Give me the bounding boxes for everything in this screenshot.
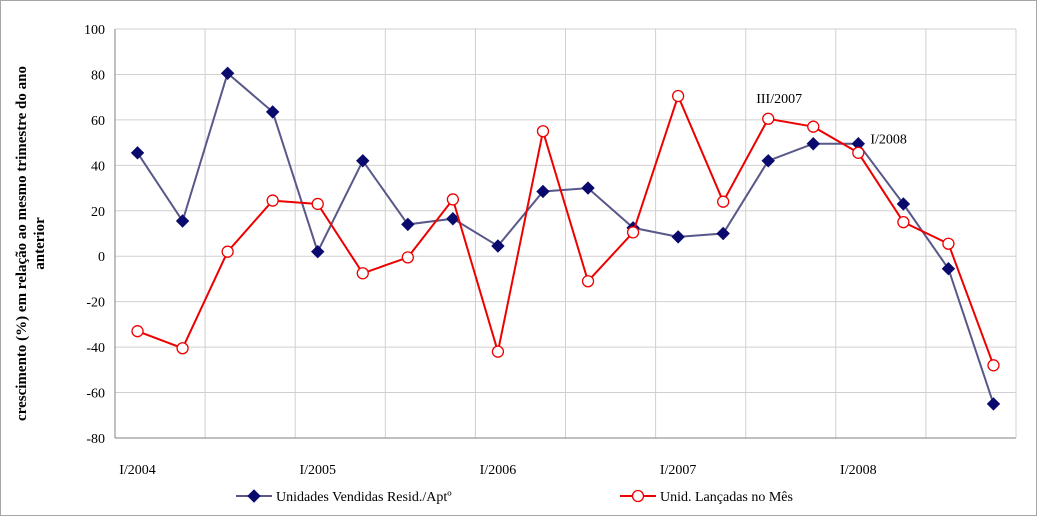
data-point [130,146,145,160]
annotations: III/2007 I/2008 [756,92,907,148]
data-point [536,184,550,199]
series-line [136,71,995,405]
data-point [671,230,685,244]
data-point [806,137,820,151]
data-point [221,245,234,258]
data-point [897,215,910,229]
data-point [716,226,730,241]
data-point [491,345,505,358]
y-tick-label: -80 [86,432,105,447]
data-point [581,275,595,288]
data-point [717,195,730,208]
data-point [176,342,189,355]
data-point [175,214,190,228]
data-point [266,194,279,207]
data-point [852,146,865,159]
x-tick-label: I/2007 [660,463,697,478]
x-tick-label: I/2008 [840,463,877,478]
data-point [987,359,1000,372]
data-point [220,66,235,81]
x-tick-label: I/2004 [119,463,156,478]
legend-item-2: Unid. Lançadas no Mês [620,489,793,505]
data-point [581,181,595,195]
data-point [311,197,324,211]
legend-item-1: Unidades Vendidas Resid./Aptº [236,489,452,505]
y-tick-label: -40 [86,341,105,356]
data-point [446,193,460,206]
y-tick-label: 0 [98,250,105,265]
data-point [131,325,144,338]
data-point [446,212,460,226]
y-axis-label-line-2: anterior [32,217,48,270]
data-point [626,226,640,239]
grid [115,28,1016,439]
legend: Unidades Vendidas Resid./Aptº Unid. Lança… [236,489,793,505]
data-point [896,197,911,211]
series-1 [130,66,1001,411]
data-point [401,251,414,264]
y-tick-label: -60 [86,387,105,402]
data-point [356,267,369,280]
data-point [986,397,1001,411]
y-axis-label-line-1: crescimento (%) em relação ao mesmo trim… [14,66,30,421]
data-point [762,112,775,125]
legend-marker [247,489,261,503]
data-point [941,262,956,276]
y-tick-label: 20 [91,205,105,220]
series-line [137,93,995,366]
annotation-label: III/2007 [756,92,802,107]
y-tick-label: -20 [86,296,105,311]
axes: -80 -60 -40 -20 0 20 40 60 80 100 I/2004 I/2005 I/20… [84,23,1017,478]
x-tick-label: I/2006 [480,463,517,478]
data-point [761,154,775,168]
data-point [942,237,955,250]
data-point [265,105,280,119]
data-point [311,244,325,259]
data-point [491,239,505,253]
legend-marker [631,489,645,503]
data-point [671,89,685,103]
y-tick-label: 80 [91,68,105,83]
y-tick-label: 60 [91,114,105,129]
series [130,66,1001,411]
data-point [356,154,370,168]
annotation-label: I/2008 [870,133,907,148]
data-point [401,217,415,232]
x-tick-label: I/2005 [299,463,336,478]
y-tick-label: 40 [91,159,105,174]
data-point [807,120,820,133]
legend-label: Unid. Lançadas no Mês [660,490,793,505]
y-axis-label: crescimento (%) em relação ao mesmo trim… [14,66,48,421]
y-tick-label: 100 [84,23,105,38]
legend-label: Unidades Vendidas Resid./Aptº [276,490,452,505]
data-point [536,125,550,138]
series-2 [131,89,1000,372]
